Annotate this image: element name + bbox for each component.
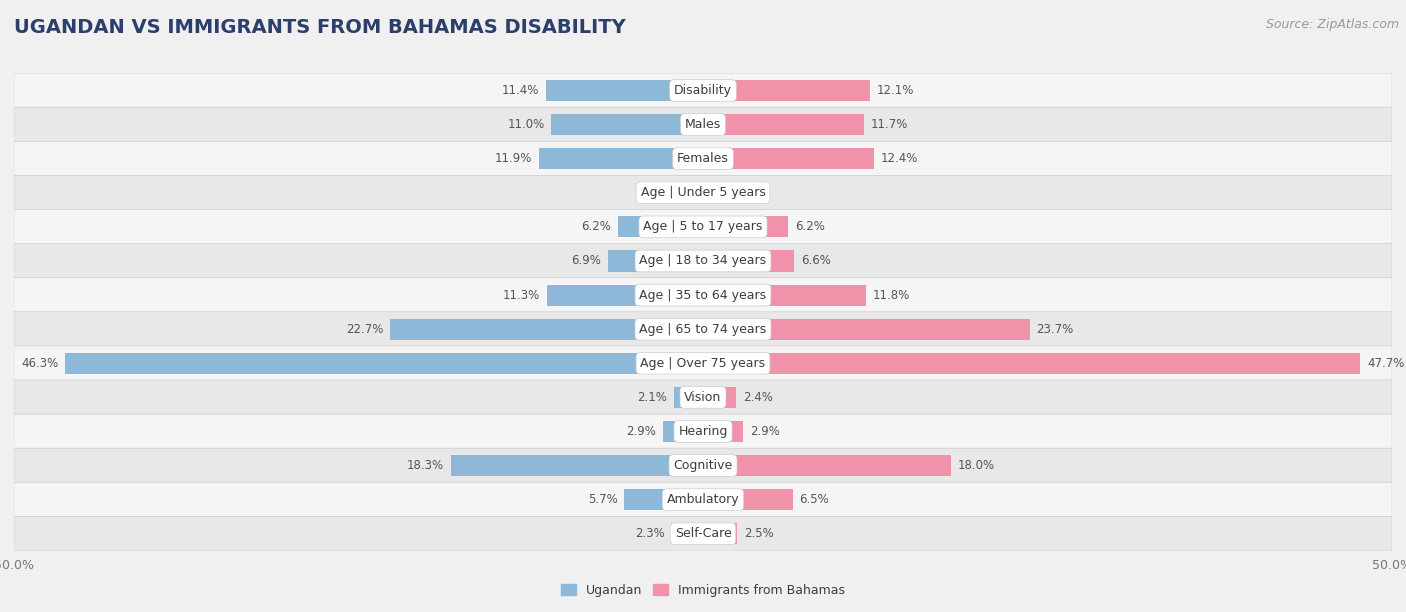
Bar [703,523,738,544]
FancyBboxPatch shape [14,244,1392,278]
Bar [703,353,1360,374]
Text: 18.0%: 18.0% [957,459,995,472]
Bar [703,216,789,237]
Text: Cognitive: Cognitive [673,459,733,472]
FancyBboxPatch shape [14,346,1392,381]
Bar [703,250,794,272]
Text: UGANDAN VS IMMIGRANTS FROM BAHAMAS DISABILITY: UGANDAN VS IMMIGRANTS FROM BAHAMAS DISAB… [14,18,626,37]
Text: 11.9%: 11.9% [495,152,531,165]
Bar [703,285,866,305]
Text: 6.6%: 6.6% [801,255,831,267]
Bar [671,523,703,544]
Text: 6.5%: 6.5% [800,493,830,506]
Bar [703,182,720,203]
Bar [391,319,703,340]
Bar [65,353,703,374]
FancyBboxPatch shape [14,482,1392,517]
Text: Hearing: Hearing [678,425,728,438]
Text: 11.7%: 11.7% [872,118,908,131]
Bar [688,182,703,203]
FancyBboxPatch shape [14,209,1392,244]
Text: Vision: Vision [685,391,721,404]
Text: 22.7%: 22.7% [346,323,384,335]
Text: Age | 65 to 74 years: Age | 65 to 74 years [640,323,766,335]
Bar [538,148,703,170]
Bar [703,148,875,170]
FancyBboxPatch shape [14,517,1392,551]
Text: 46.3%: 46.3% [21,357,58,370]
Bar [703,455,950,476]
Text: 2.3%: 2.3% [634,528,665,540]
Text: 2.4%: 2.4% [742,391,773,404]
FancyBboxPatch shape [14,414,1392,449]
Bar [703,80,870,101]
Text: 47.7%: 47.7% [1367,357,1405,370]
Bar [703,387,737,408]
Bar [664,421,703,442]
Text: 18.3%: 18.3% [406,459,444,472]
FancyBboxPatch shape [14,312,1392,346]
Text: 12.4%: 12.4% [880,152,918,165]
Text: 5.7%: 5.7% [588,493,617,506]
Text: 11.8%: 11.8% [873,289,910,302]
Text: 11.3%: 11.3% [503,289,540,302]
Text: 2.9%: 2.9% [749,425,780,438]
Text: 6.2%: 6.2% [796,220,825,233]
Bar [551,114,703,135]
Text: Males: Males [685,118,721,131]
Text: Self-Care: Self-Care [675,528,731,540]
FancyBboxPatch shape [14,73,1392,108]
FancyBboxPatch shape [14,176,1392,210]
FancyBboxPatch shape [14,141,1392,176]
FancyBboxPatch shape [14,107,1392,142]
Text: 11.0%: 11.0% [508,118,544,131]
Text: Age | 35 to 64 years: Age | 35 to 64 years [640,289,766,302]
Text: 2.5%: 2.5% [744,528,775,540]
Bar [703,489,793,510]
Text: 2.1%: 2.1% [637,391,668,404]
Text: Age | Over 75 years: Age | Over 75 years [641,357,765,370]
Text: Disability: Disability [673,84,733,97]
Text: 12.1%: 12.1% [876,84,914,97]
FancyBboxPatch shape [14,278,1392,313]
Bar [703,319,1029,340]
Legend: Ugandan, Immigrants from Bahamas: Ugandan, Immigrants from Bahamas [557,579,849,602]
Bar [703,114,865,135]
FancyBboxPatch shape [14,448,1392,483]
Text: 1.1%: 1.1% [651,186,681,200]
Bar [451,455,703,476]
Bar [703,421,742,442]
Text: Age | 18 to 34 years: Age | 18 to 34 years [640,255,766,267]
Text: Age | 5 to 17 years: Age | 5 to 17 years [644,220,762,233]
FancyBboxPatch shape [14,380,1392,415]
Bar [624,489,703,510]
Text: 6.9%: 6.9% [571,255,600,267]
Bar [547,285,703,305]
Bar [607,250,703,272]
Bar [673,387,703,408]
Bar [617,216,703,237]
Text: Females: Females [678,152,728,165]
Bar [546,80,703,101]
Text: Source: ZipAtlas.com: Source: ZipAtlas.com [1265,18,1399,31]
Text: 1.2%: 1.2% [727,186,756,200]
Text: Age | Under 5 years: Age | Under 5 years [641,186,765,200]
Text: 11.4%: 11.4% [502,84,538,97]
Text: 2.9%: 2.9% [626,425,657,438]
Text: 23.7%: 23.7% [1036,323,1074,335]
Text: Ambulatory: Ambulatory [666,493,740,506]
Text: 6.2%: 6.2% [581,220,610,233]
